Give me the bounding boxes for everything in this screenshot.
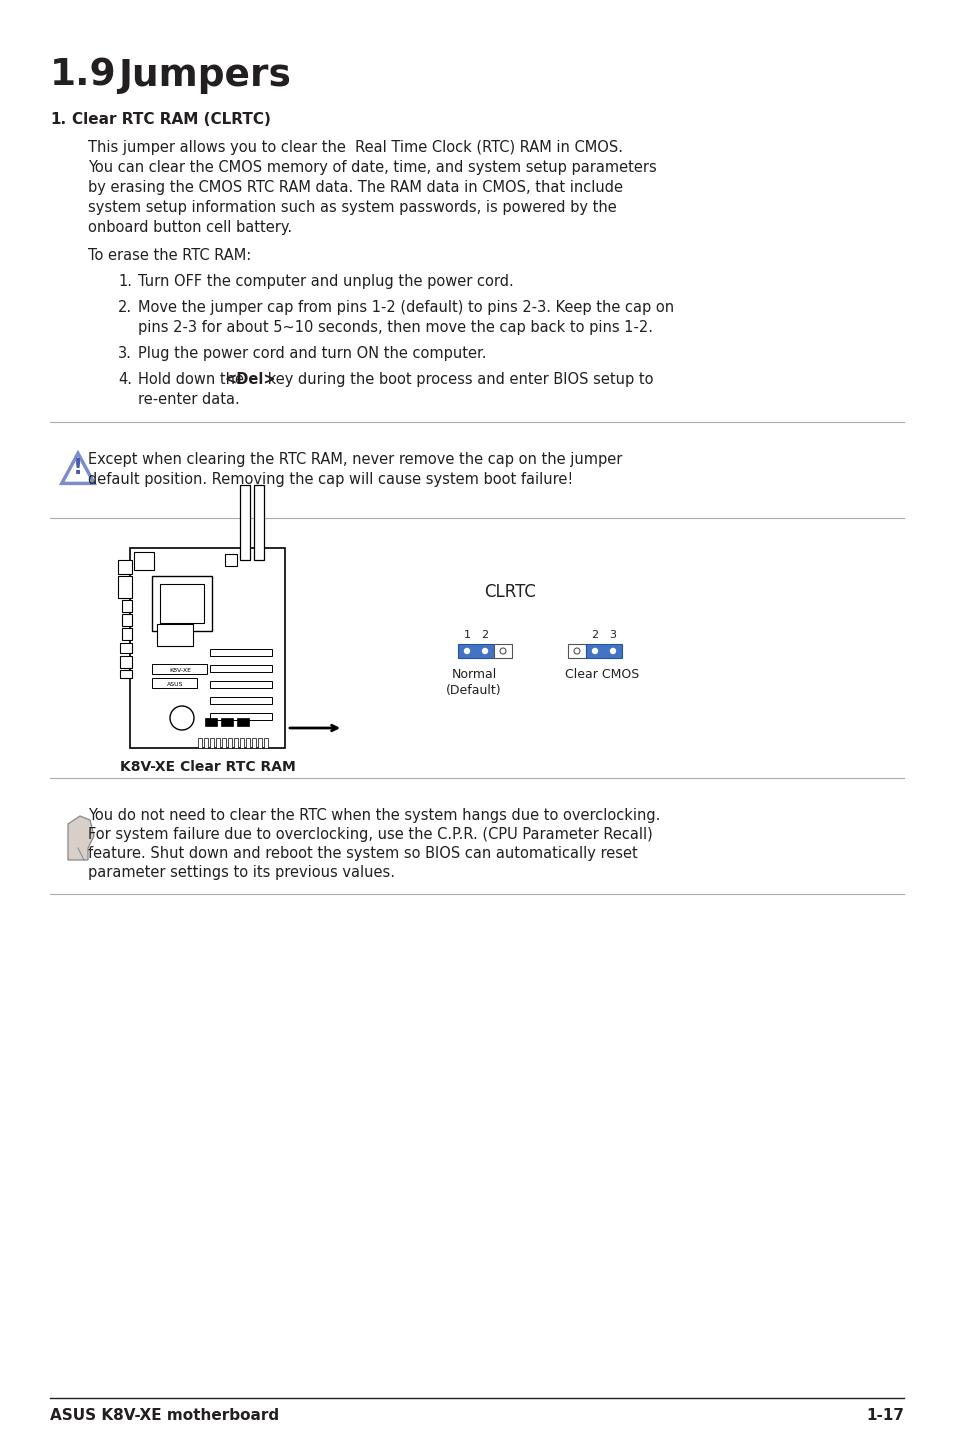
Bar	[120, 643, 132, 653]
Circle shape	[482, 649, 487, 653]
Text: 2: 2	[481, 630, 488, 640]
Bar	[457, 644, 494, 659]
Text: You can clear the CMOS memory of date, time, and system setup parameters: You can clear the CMOS memory of date, t…	[88, 160, 656, 175]
Text: 1.: 1.	[50, 112, 66, 127]
Text: ASUS K8V-XE motherboard: ASUS K8V-XE motherboard	[50, 1408, 279, 1424]
Bar	[567, 644, 585, 659]
Bar	[120, 670, 132, 677]
Bar	[152, 677, 196, 687]
Text: Plug the power cord and turn ON the computer.: Plug the power cord and turn ON the comp…	[138, 347, 486, 361]
Text: (Default): (Default)	[446, 684, 501, 697]
Text: This jumper allows you to clear the  Real Time Clock (RTC) RAM in CMOS.: This jumper allows you to clear the Real…	[88, 139, 622, 155]
Text: Except when clearing the RTC RAM, never remove the cap on the jumper: Except when clearing the RTC RAM, never …	[88, 452, 621, 467]
Text: onboard button cell battery.: onboard button cell battery.	[88, 220, 292, 234]
Bar	[210, 649, 272, 656]
Text: feature. Shut down and reboot the system so BIOS can automatically reset: feature. Shut down and reboot the system…	[88, 846, 638, 861]
Text: Turn OFF the computer and unplug the power cord.: Turn OFF the computer and unplug the pow…	[138, 275, 514, 289]
Text: Jumpers: Jumpers	[118, 58, 291, 93]
Bar	[253, 485, 264, 559]
Bar	[120, 656, 132, 669]
Text: Clear RTC RAM (CLRTC): Clear RTC RAM (CLRTC)	[71, 112, 271, 127]
Bar	[236, 718, 249, 726]
Circle shape	[464, 649, 469, 653]
Circle shape	[574, 649, 579, 654]
Bar	[252, 738, 255, 748]
Bar	[585, 644, 621, 659]
Bar	[221, 718, 233, 726]
Bar	[122, 628, 132, 640]
Bar	[494, 644, 512, 659]
Text: 1.9: 1.9	[50, 58, 116, 93]
Bar	[205, 718, 216, 726]
Text: re-enter data.: re-enter data.	[138, 393, 239, 407]
Circle shape	[170, 706, 193, 731]
Bar	[257, 738, 262, 748]
Text: !: !	[72, 457, 83, 477]
Text: <Del>: <Del>	[225, 372, 276, 387]
Bar	[210, 738, 213, 748]
Bar	[204, 738, 208, 748]
Text: by erasing the CMOS RTC RAM data. The RAM data in CMOS, that include: by erasing the CMOS RTC RAM data. The RA…	[88, 180, 622, 196]
Text: CLRTC: CLRTC	[483, 582, 536, 601]
Text: 1.: 1.	[118, 275, 132, 289]
Bar	[210, 697, 272, 705]
Text: 3.: 3.	[118, 347, 132, 361]
Text: 1-17: 1-17	[865, 1408, 903, 1424]
Text: system setup information such as system passwords, is powered by the: system setup information such as system …	[88, 200, 616, 216]
Bar	[240, 738, 244, 748]
Bar	[222, 738, 226, 748]
Text: K8V-XE Clear RTC RAM: K8V-XE Clear RTC RAM	[119, 761, 295, 774]
Bar	[133, 552, 153, 569]
Bar	[198, 738, 202, 748]
Text: You do not need to clear the RTC when the system hangs due to overclocking.: You do not need to clear the RTC when th…	[88, 808, 659, 823]
Polygon shape	[62, 453, 94, 483]
Text: To erase the RTC RAM:: To erase the RTC RAM:	[88, 247, 251, 263]
Bar	[122, 600, 132, 613]
Text: ASUS: ASUS	[167, 683, 183, 687]
Text: Move the jumper cap from pins 1-2 (default) to pins 2-3. Keep the cap on: Move the jumper cap from pins 1-2 (defau…	[138, 301, 674, 315]
Bar	[225, 554, 236, 567]
Bar	[264, 738, 268, 748]
Bar	[157, 624, 193, 646]
Text: Clear CMOS: Clear CMOS	[564, 669, 639, 682]
Circle shape	[592, 649, 597, 653]
Text: parameter settings to its previous values.: parameter settings to its previous value…	[88, 866, 395, 880]
Text: 1: 1	[463, 630, 470, 640]
Text: pins 2-3 for about 5~10 seconds, then move the cap back to pins 1-2.: pins 2-3 for about 5~10 seconds, then mo…	[138, 321, 652, 335]
Bar	[246, 738, 250, 748]
Text: Normal: Normal	[451, 669, 497, 682]
Bar	[152, 664, 207, 674]
Text: default position. Removing the cap will cause system boot failure!: default position. Removing the cap will …	[88, 472, 573, 487]
Bar	[210, 713, 272, 720]
Text: key during the boot process and enter BIOS setup to: key during the boot process and enter BI…	[263, 372, 653, 387]
Polygon shape	[68, 815, 94, 860]
Bar	[210, 664, 272, 672]
Text: 2: 2	[591, 630, 598, 640]
Bar	[118, 577, 132, 598]
Bar	[122, 614, 132, 626]
Bar	[130, 548, 285, 748]
Bar	[152, 577, 212, 631]
Text: 3: 3	[609, 630, 616, 640]
Text: K8V-XE: K8V-XE	[169, 669, 191, 673]
Bar	[118, 559, 132, 574]
Bar	[228, 738, 232, 748]
Text: Hold down the: Hold down the	[138, 372, 249, 387]
Circle shape	[610, 649, 615, 653]
Bar	[240, 485, 250, 559]
Bar	[215, 738, 220, 748]
Bar	[210, 682, 272, 687]
Bar	[233, 738, 237, 748]
Text: 4.: 4.	[118, 372, 132, 387]
Bar	[160, 584, 204, 623]
Text: 2.: 2.	[118, 301, 132, 315]
Circle shape	[499, 649, 505, 654]
Text: For system failure due to overclocking, use the C.P.R. (CPU Parameter Recall): For system failure due to overclocking, …	[88, 827, 652, 843]
